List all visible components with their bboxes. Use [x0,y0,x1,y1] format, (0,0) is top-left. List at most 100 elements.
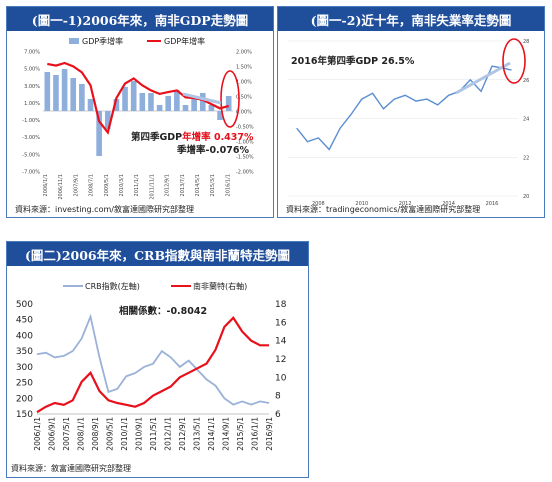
legend-label-rand: 南非蘭特(右軸) [193,281,247,291]
gdp-qoq-bar [208,105,215,111]
trend-arrow [455,61,511,95]
x-tick-label: 2006/1/1 [33,417,42,451]
gdp-qoq-bar [174,90,180,111]
y-right-tick-label: -2.00% [236,170,254,176]
unemployment-chart-panel: (圖一-2)近十年，南非失業率走勢圖 20 22 24 26 28 2008 2010 201… [277,6,545,218]
gdp-qoq-bar [130,81,137,111]
gdp-chart-title: (圖一-1)2006年來，南非GDP走勢圖 [7,7,273,31]
x-tick-label: 2010/1/1 [120,417,129,451]
x-tick-label: 2012/9/1 [165,174,171,196]
x-tick-label: 2008/7/1 [89,174,95,196]
highlight-circle [220,70,240,128]
crb-rand-chart-source: 資料來源：敘富達國際研究部整理 [11,464,131,473]
gdp-chart-source: 資料來源：investing.com/敘富達國際研究部整理 [15,205,194,214]
correlation-annotation: 相關係數：-0.8042 [119,305,207,317]
gdp-qoq-bar [199,93,206,111]
gdp-qoq-bar [225,96,232,111]
y-right-tick-label: 8 [275,392,281,402]
x-tick-label: 2014 [442,201,455,207]
gdp-qoq-bar [79,84,85,111]
x-tick-label: 2010/9/1 [135,417,144,451]
y-left-tick-label: 400 [16,331,33,341]
y-right-tick-label: 14 [275,337,287,347]
trend-arrow [182,92,222,105]
x-tick-label: 2007/5/1 [62,417,71,451]
y-left-tick-label: 250 [16,379,33,389]
y-tick-label: 24 [523,117,529,123]
x-tick-label: 2011/5/1 [149,417,158,451]
y-left-tick-label: 5.00% [24,67,40,73]
y-left-tick-label: 1.00% [24,101,40,107]
x-tick-label: 2007/9/1 [73,174,79,196]
gdp-qoq-bar [53,75,59,111]
gdp-qoq-bar [104,111,111,129]
crb-rand-chart-title: (圖二)2006年來，CRB指數與南非蘭特走勢圖 [7,242,308,266]
rand-line [36,316,269,414]
y-left-tick-label: 450 [16,316,33,326]
y-tick-label: 28 [523,39,529,45]
x-tick-label: 2014/9/1 [222,417,231,451]
x-tick-label: 2006/11/1 [58,174,64,200]
x-tick-label: 2008/9/1 [91,417,100,451]
x-tick-label: 2012/1/1 [164,417,173,451]
x-tick-label: 2010 [355,201,368,207]
gdp-qoq-bar [191,99,197,111]
x-tick-label: 2011/1/1 [134,174,140,196]
y-tick-label: 20 [523,194,529,200]
y-right-tick-label: 1.00% [236,80,252,86]
gdp-chart-panel: (圖一-1)2006年來，南非GDP走勢圖 GDP季增率 GDP年增率 7.00% 5… [6,6,274,218]
y-right-tick-label: -0.50% [236,125,254,131]
highlight-circle [502,38,526,84]
y-right-tick-label: 12 [275,355,286,365]
gdp-annotation-line1: 第四季GDP年增率 0.437% [131,131,254,143]
y-tick-label: 22 [523,155,529,161]
gdp-qoq-bar [70,78,77,111]
x-tick-label: 2016/1/1 [225,174,231,196]
gdp-qoq-bar [61,69,68,111]
x-tick-label: 2014/5/1 [195,174,201,196]
y-right-tick-label: -1.50% [236,155,254,161]
y-right-tick-label: 10 [275,373,287,383]
crb-line [36,313,270,406]
y-left-tick-label: -1.00% [22,118,40,124]
x-tick-label: 2014/1/1 [207,417,216,451]
x-tick-label: 2016/1/1 [251,417,260,451]
x-tick-label: 2013/5/1 [193,417,202,451]
legend-label-crb: CRB指數(左軸) [85,281,140,291]
gdp-qoq-bar [165,96,172,111]
x-tick-label: 2011/11/1 [149,174,155,200]
y-right-tick-label: -1.00% [236,140,254,146]
legend-label-gdp-yoy: GDP年增率 [164,36,205,46]
gdp-qoq-bar [156,105,163,111]
x-tick-label: 2009/5/1 [106,417,115,451]
gdp-qoq-bar [87,99,94,111]
gdp-qoq-bar [44,72,51,111]
y-left-tick-label: -5.00% [22,152,40,158]
unemployment-annotation: 2016年第四季GDP 26.5% [291,55,415,67]
legend-swatch-gdp-qoq [69,38,79,44]
y-tick-label: 26 [523,78,529,84]
y-left-tick-label: 200 [16,394,33,404]
x-tick-label: 2015/5/1 [236,417,245,451]
x-tick-label: 2006/1/1 [43,174,49,196]
y-left-tick-label: 350 [16,347,33,357]
gdp-qoq-bar [182,105,189,111]
y-left-tick-label: -3.00% [22,135,40,141]
y-left-tick-label: 3.00% [24,84,40,90]
x-tick-label: 2013/7/1 [180,174,186,196]
gdp-qoq-bar [113,99,120,111]
y-right-tick-label: 0.50% [236,95,252,101]
y-right-tick-label: 0.00% [236,110,252,116]
legend-label-gdp-qoq: GDP季增率 [82,36,123,46]
gdp-qoq-bar [217,111,223,120]
gdp-chart: GDP季增率 GDP年增率 7.00% 5.00% 3.00% 1.00% -1.00% -3… [22,36,254,200]
unemployment-chart-title: (圖一-2)近十年，南非失業率走勢圖 [278,7,544,31]
y-left-tick-label: 300 [16,363,33,373]
gdp-qoq-bar [96,111,102,156]
y-right-tick-label: 2.00% [236,50,252,56]
x-tick-label: 2012/9/1 [178,417,187,451]
y-left-tick-label: 500 [16,300,33,310]
gdp-annotation-prefix: 第四季GDP [131,131,182,143]
gdp-qoq-bar [139,93,146,111]
x-tick-label: 2012 [399,201,412,207]
